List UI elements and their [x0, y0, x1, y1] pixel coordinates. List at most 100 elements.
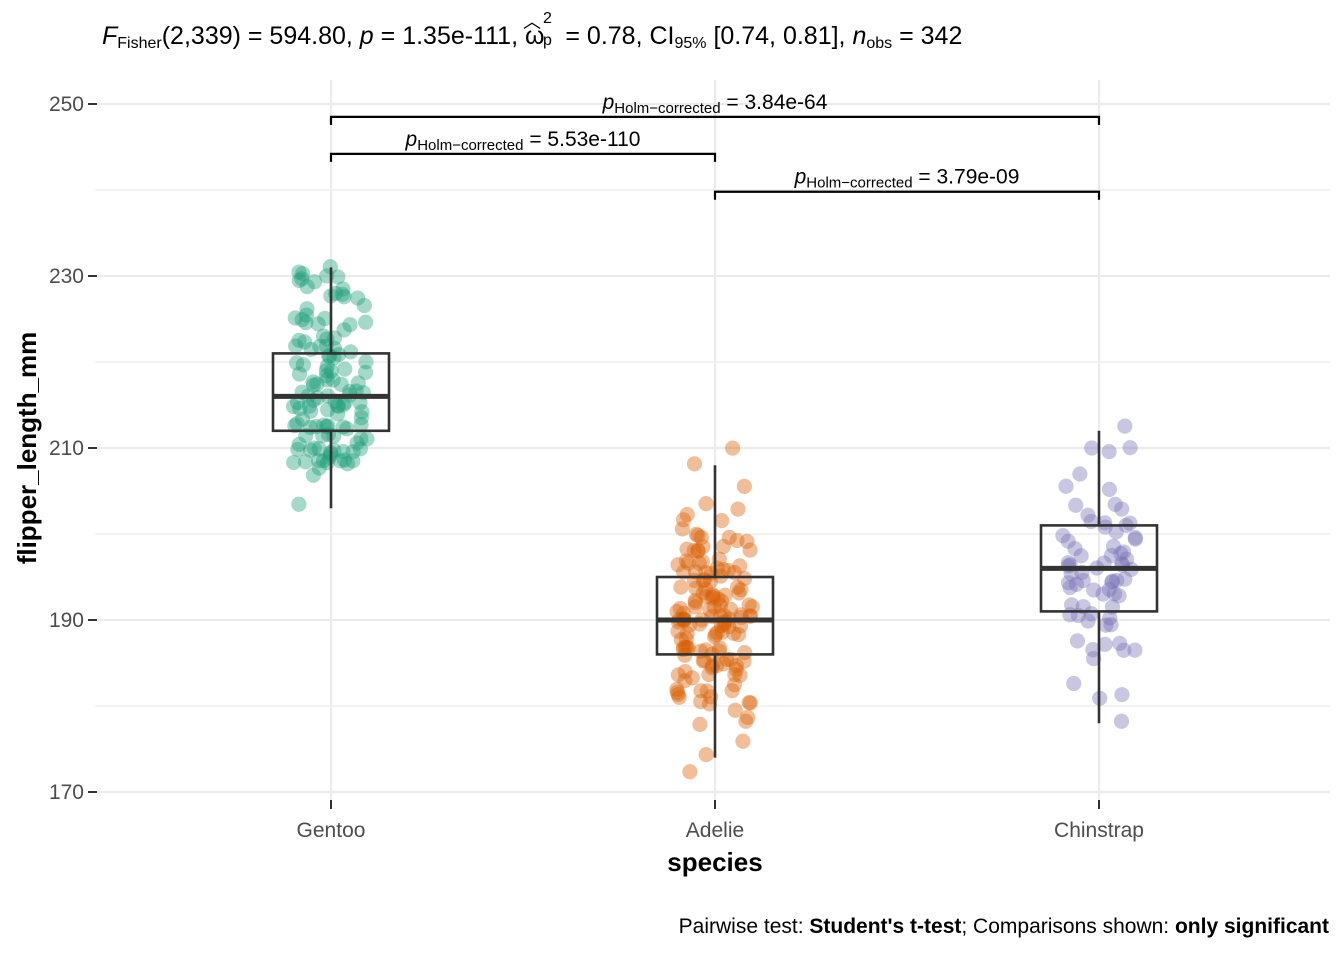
comparison-bracket	[329, 115, 1101, 125]
data-point	[699, 683, 715, 699]
data-point	[701, 666, 717, 683]
data-point	[1127, 531, 1144, 547]
data-point	[721, 618, 737, 635]
data-point	[678, 631, 694, 647]
data-point	[732, 558, 748, 574]
data-point	[1103, 547, 1120, 564]
data-point	[302, 442, 319, 458]
data-point	[736, 571, 753, 587]
data-point	[1055, 528, 1071, 544]
data-point	[1060, 533, 1076, 549]
data-point	[733, 582, 749, 598]
title-omega-sub: p	[542, 32, 552, 49]
data-point	[680, 639, 696, 656]
data-point	[318, 368, 334, 384]
data-point	[670, 686, 686, 703]
data-point	[287, 310, 303, 326]
data-point	[297, 334, 313, 350]
data-point	[343, 344, 359, 360]
data-point	[714, 624, 730, 640]
data-point	[698, 581, 714, 597]
data-point	[740, 709, 756, 725]
data-point	[330, 398, 347, 414]
data-point	[694, 553, 710, 570]
data-point	[357, 364, 374, 381]
data-point	[730, 627, 747, 643]
data-point	[352, 441, 368, 457]
data-point	[311, 441, 327, 457]
data-point	[299, 279, 315, 295]
data-point	[1098, 617, 1114, 633]
data-point	[1109, 572, 1125, 589]
data-point	[303, 341, 319, 358]
data-point	[677, 673, 693, 689]
data-point	[695, 653, 711, 669]
data-point	[686, 456, 703, 472]
data-point	[311, 460, 327, 476]
y-tick-label: 170	[49, 781, 84, 804]
data-point	[677, 664, 693, 680]
comparison-label: pHolm−corrected = 5.53e-110	[405, 128, 641, 154]
data-point	[333, 376, 349, 392]
data-point	[350, 375, 366, 391]
data-point	[676, 639, 692, 655]
data-point	[670, 557, 686, 573]
title-p-symbol: p	[359, 22, 374, 50]
data-point	[291, 366, 308, 382]
comparison-label-sub: Holm−corrected	[614, 100, 720, 117]
data-point	[359, 431, 375, 447]
title-ci-value: [0.74, 0.81],	[706, 22, 853, 50]
x-tick-label: Gentoo	[297, 819, 366, 842]
title-p-value: = 1.35e-111,	[373, 22, 525, 50]
data-point	[350, 290, 366, 306]
data-point	[1106, 586, 1123, 602]
data-point	[1067, 540, 1083, 557]
data-point	[669, 681, 685, 697]
data-point	[286, 454, 302, 471]
title-ci-subscript: 95%	[674, 35, 707, 52]
data-point	[335, 281, 351, 297]
data-point	[742, 695, 759, 711]
data-point	[1104, 574, 1120, 590]
data-point	[319, 372, 335, 388]
title-f-subscript: Fisher	[117, 35, 162, 52]
data-point	[311, 453, 327, 469]
data-point	[1113, 713, 1130, 729]
data-point	[724, 683, 740, 699]
y-axis-title: flipper_length_mm	[12, 332, 42, 565]
data-point	[695, 585, 711, 601]
data-point	[289, 355, 305, 371]
data-point	[339, 456, 356, 472]
data-point	[707, 629, 723, 645]
data-point	[336, 322, 352, 338]
data-point	[679, 626, 695, 642]
box-body	[271, 352, 391, 433]
data-point	[677, 639, 694, 656]
data-point	[1095, 586, 1111, 602]
x-tick-label: Chinstrap	[1054, 819, 1144, 842]
comparison-label-value: = 3.79e-09	[913, 166, 1020, 189]
data-point	[735, 733, 751, 749]
data-point	[682, 764, 698, 780]
caption-shown: only significant	[1174, 915, 1329, 938]
comparison-label-p: p	[794, 166, 807, 189]
data-point	[291, 264, 307, 280]
title-omega: ︿ ω 2 p	[523, 10, 558, 51]
data-point	[336, 452, 353, 468]
data-point	[1122, 515, 1138, 531]
data-point	[353, 431, 369, 447]
comparison-brackets: pHolm−corrected = 3.84e-64pHolm−correcte…	[329, 91, 1101, 200]
data-point	[709, 560, 725, 576]
data-point	[316, 417, 332, 433]
data-point	[715, 538, 732, 555]
data-point	[741, 597, 757, 613]
caption-test: Student's t-test	[809, 915, 962, 938]
data-point	[1107, 496, 1123, 512]
data-point	[690, 527, 706, 544]
data-point	[690, 542, 706, 558]
data-point	[345, 453, 361, 469]
data-point	[693, 694, 709, 710]
data-point	[319, 358, 335, 374]
data-point	[358, 314, 374, 330]
title-f-symbol: F	[102, 22, 118, 50]
